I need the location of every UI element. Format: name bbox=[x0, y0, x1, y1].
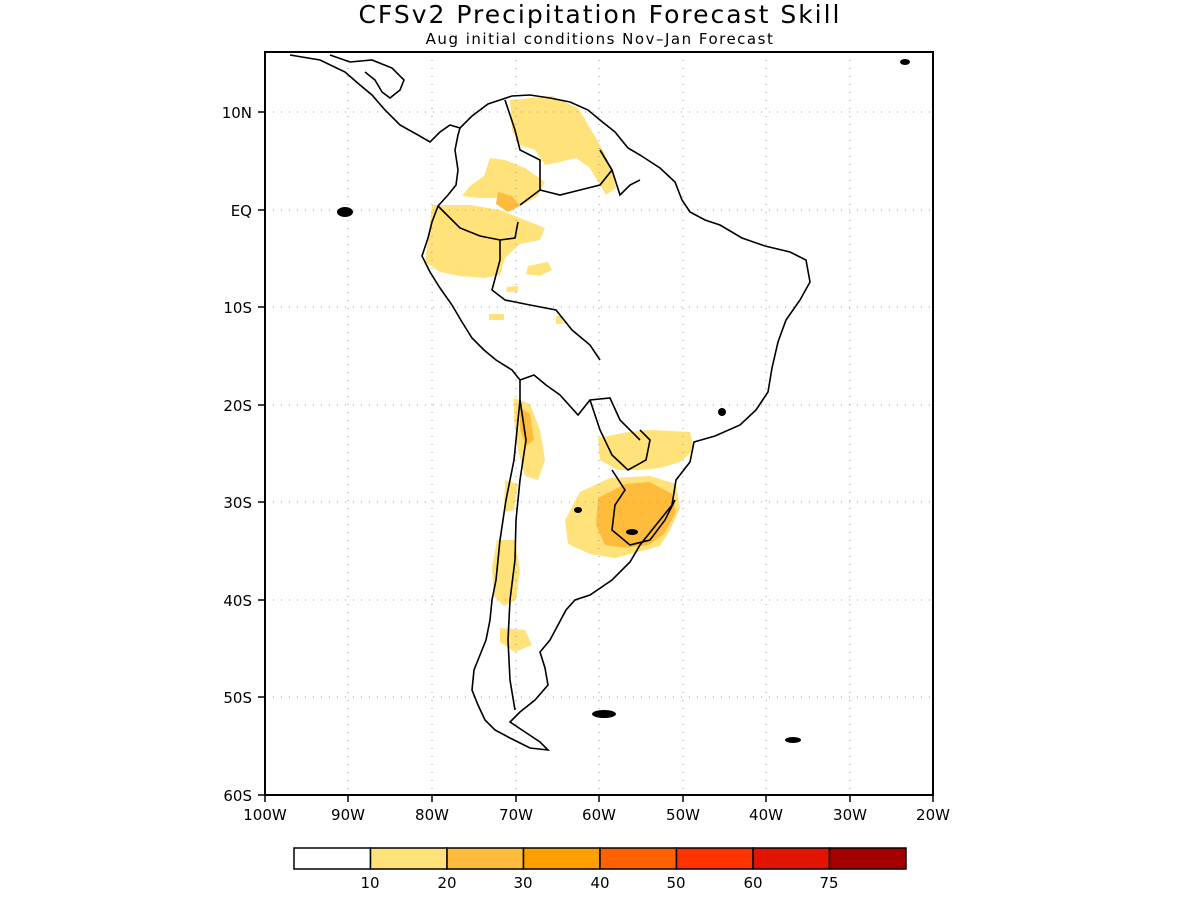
tick-marks bbox=[258, 111, 934, 802]
colorbar-label: 75 bbox=[819, 874, 838, 892]
skill-region-colombia-core bbox=[496, 192, 520, 212]
central-america-coast bbox=[289, 54, 461, 144]
lat-label: 10S bbox=[223, 299, 252, 317]
border-ecuador-peru bbox=[437, 205, 519, 241]
border-argentina-uruguay bbox=[611, 469, 676, 546]
colorbar-cell bbox=[828, 847, 907, 870]
skill-region-atacama-core bbox=[520, 408, 534, 446]
lon-label: 80W bbox=[415, 806, 449, 824]
lon-label: 20W bbox=[916, 806, 950, 824]
colorbar-label: 30 bbox=[513, 874, 532, 892]
border-bolivia bbox=[519, 374, 641, 441]
lon-labels: 100W 90W 80W 70W 60W 50W 40W 30W 20W bbox=[243, 806, 950, 824]
map-title: CFSv2 Precipitation Forecast Skill bbox=[358, 0, 842, 29]
colorbar-label: 50 bbox=[666, 874, 685, 892]
colorbar-cell bbox=[599, 847, 678, 870]
skill-region-bolivia-dot2 bbox=[556, 316, 563, 324]
lat-label: 60S bbox=[223, 787, 252, 805]
colorbar-cell bbox=[752, 847, 831, 870]
colorbar-labels: 10 20 30 40 50 60 75 bbox=[360, 874, 838, 892]
colorbar-cell bbox=[293, 847, 372, 870]
lon-label: 30W bbox=[833, 806, 867, 824]
lat-labels: 10N EQ 10S 20S 30S 40S 50S 60S bbox=[222, 104, 252, 805]
border-chile-argentina bbox=[507, 399, 527, 711]
lon-label: 70W bbox=[499, 806, 533, 824]
skill-region-colombia bbox=[462, 158, 545, 210]
border-guyana bbox=[599, 149, 641, 197]
lon-label: 100W bbox=[243, 806, 287, 824]
colorbar-label: 40 bbox=[590, 874, 609, 892]
lon-label: 90W bbox=[331, 806, 365, 824]
skill-shading bbox=[425, 96, 694, 652]
lon-label: 60W bbox=[582, 806, 616, 824]
colorbar-label: 10 bbox=[360, 874, 379, 892]
skill-region-paraguay bbox=[598, 430, 694, 470]
skill-region-bolivia-dot bbox=[489, 314, 504, 320]
lat-label: EQ bbox=[231, 202, 252, 220]
lat-label: 20S bbox=[223, 397, 252, 415]
islands bbox=[337, 59, 910, 743]
border-peru-brazil bbox=[491, 240, 601, 361]
lat-label: 50S bbox=[223, 689, 252, 707]
coastlines bbox=[289, 54, 811, 752]
colorbar-cell bbox=[675, 847, 754, 870]
lon-label: 50W bbox=[666, 806, 700, 824]
lat-label: 40S bbox=[223, 592, 252, 610]
central-america-north bbox=[329, 54, 405, 100]
colorbar-label: 60 bbox=[743, 874, 762, 892]
colorbar-label: 20 bbox=[437, 874, 456, 892]
skill-region-peru-east bbox=[526, 262, 552, 276]
skill-region-patagonia bbox=[500, 628, 532, 652]
border-colombia-venezuela bbox=[504, 99, 541, 206]
skill-region-venezuela bbox=[510, 96, 616, 195]
lat-label: 30S bbox=[223, 494, 252, 512]
colorbar-cell bbox=[369, 847, 448, 870]
skill-region-chile-central bbox=[504, 480, 518, 512]
lat-label: 10N bbox=[222, 104, 252, 122]
map-subtitle: Aug initial conditions Nov–Jan Forecast bbox=[425, 30, 775, 48]
skill-region-peru-small bbox=[506, 286, 518, 292]
border-paraguay bbox=[589, 399, 651, 471]
colorbar-cell bbox=[446, 847, 525, 870]
colorbar-cell bbox=[522, 847, 601, 870]
colorbar bbox=[293, 847, 907, 870]
lon-label: 40W bbox=[749, 806, 783, 824]
skill-region-ecuador-peru bbox=[425, 205, 545, 278]
south-america-coast bbox=[421, 94, 811, 752]
